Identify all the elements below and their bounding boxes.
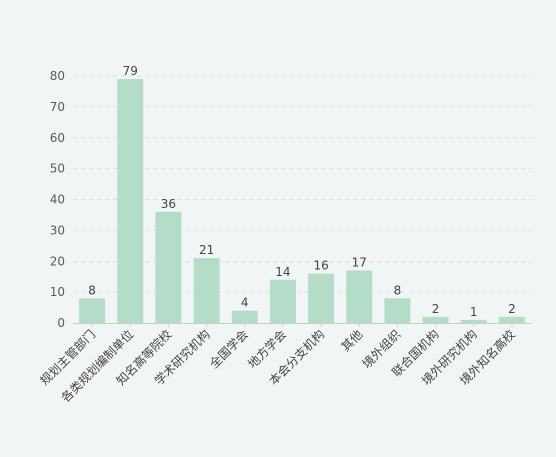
y-tick-label: 60: [50, 131, 65, 145]
bars: [79, 79, 525, 324]
bar[interactable]: [117, 79, 144, 324]
bar[interactable]: [155, 211, 182, 323]
bar[interactable]: [231, 310, 258, 323]
data-label: 2: [432, 302, 440, 316]
data-label: 36: [161, 197, 176, 211]
bar[interactable]: [193, 258, 220, 323]
data-label: 1: [470, 305, 478, 319]
y-tick-label: 70: [50, 100, 65, 114]
y-tick-label: 80: [50, 69, 65, 83]
bar[interactable]: [79, 298, 106, 323]
bar[interactable]: [422, 316, 449, 323]
data-label: 17: [352, 256, 367, 270]
y-axis-ticks: 0 10 20 30 40 50 60 70 80: [50, 69, 65, 330]
x-tick-label: 其他: [338, 327, 365, 354]
data-label: 16: [313, 259, 328, 273]
y-tick-label: 30: [50, 223, 65, 237]
data-label: 8: [88, 283, 96, 297]
y-tick-label: 0: [57, 316, 65, 330]
bar[interactable]: [384, 298, 411, 323]
bar[interactable]: [460, 319, 487, 323]
data-label: 14: [275, 265, 290, 279]
bar[interactable]: [498, 316, 525, 323]
bar[interactable]: [269, 279, 296, 323]
x-tick-label: 全国学会: [206, 327, 251, 372]
data-label: 79: [123, 64, 138, 78]
y-tick-label: 20: [50, 254, 65, 268]
bar[interactable]: [346, 270, 373, 323]
data-label: 4: [241, 296, 249, 310]
y-tick-label: 40: [50, 193, 65, 207]
y-tick-label: 10: [50, 285, 65, 299]
x-axis-ticks: 规划主管部门各类规划编制单位知名高等院校学术研究机构全国学会地方学会本会分支机构…: [37, 323, 518, 405]
x-tick-label: 各类规划编制单位: [58, 327, 136, 405]
y-tick-label: 50: [50, 162, 65, 176]
data-label: 8: [394, 283, 402, 297]
data-label: 21: [199, 243, 214, 257]
data-label: 2: [508, 302, 516, 316]
bar[interactable]: [308, 273, 335, 323]
